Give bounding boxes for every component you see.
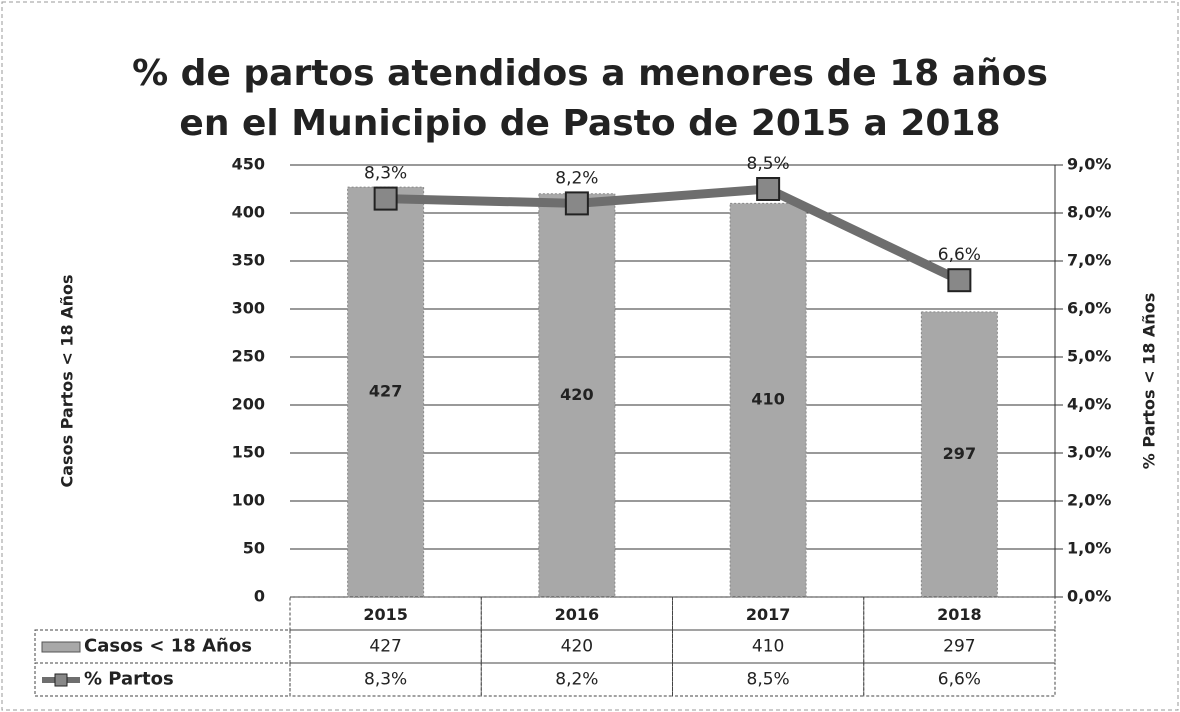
bar bbox=[729, 202, 807, 598]
marker bbox=[756, 177, 781, 201]
y-tick-label: 150 bbox=[232, 443, 265, 462]
bar-label: 420 bbox=[560, 385, 593, 404]
y-tick-label: 250 bbox=[232, 347, 265, 366]
y-tick-label: 400 bbox=[232, 203, 265, 222]
y2-tick-label: 3,0% bbox=[1067, 443, 1111, 462]
y-tick-label: 350 bbox=[232, 251, 265, 270]
line-label: 8,5% bbox=[747, 154, 790, 174]
bar bbox=[538, 193, 616, 598]
bar-label: 410 bbox=[751, 390, 784, 409]
legend-key bbox=[54, 673, 68, 687]
table-value: 8,2% bbox=[555, 670, 598, 690]
table-value: 420 bbox=[561, 637, 593, 657]
table-cell bbox=[863, 596, 1056, 631]
table-value: 427 bbox=[369, 637, 401, 657]
bar-label: 427 bbox=[369, 382, 402, 401]
marker bbox=[564, 191, 589, 216]
x-tick-label: 2015 bbox=[363, 605, 408, 624]
chart-title: en el Municipio de Pasto de 2015 a 2018 bbox=[179, 103, 1000, 144]
line-label: 8,3% bbox=[364, 164, 407, 184]
table-value: 410 bbox=[752, 637, 784, 657]
legend-label: % Partos bbox=[84, 669, 174, 690]
marker bbox=[947, 268, 972, 293]
bar-label: 297 bbox=[943, 444, 976, 463]
table-value: 8,3% bbox=[364, 670, 407, 690]
line-label: 6,6% bbox=[938, 245, 981, 265]
y2-tick-label: 6,0% bbox=[1067, 299, 1111, 318]
y2-axis-title: % Partos < 18 Años bbox=[1140, 293, 1159, 469]
marker bbox=[373, 186, 398, 211]
y-tick-label: 450 bbox=[232, 155, 265, 174]
line-label: 8,2% bbox=[555, 168, 598, 188]
y2-tick-label: 2,0% bbox=[1067, 491, 1111, 510]
y2-tick-label: 5,0% bbox=[1067, 347, 1111, 366]
y-tick-label: 50 bbox=[243, 539, 265, 558]
table-value: 6,6% bbox=[938, 670, 981, 690]
y2-tick-label: 8,0% bbox=[1067, 203, 1111, 222]
table-cell bbox=[863, 662, 1056, 697]
table-value: 8,5% bbox=[747, 670, 790, 690]
y2-tick-label: 4,0% bbox=[1067, 395, 1111, 414]
y2-tick-label: 7,0% bbox=[1067, 251, 1111, 270]
bar bbox=[347, 186, 425, 598]
line bbox=[385, 184, 962, 285]
x-tick-label: 2017 bbox=[746, 605, 791, 624]
y-tick-label: 100 bbox=[232, 491, 265, 510]
legend-key bbox=[41, 641, 81, 653]
table-cell bbox=[863, 629, 1056, 664]
x-tick-label: 2016 bbox=[555, 605, 600, 624]
table-value: 297 bbox=[943, 637, 975, 657]
bar bbox=[920, 311, 998, 598]
y2-tick-label: 1,0% bbox=[1067, 539, 1111, 558]
y2-tick-label: 9,0% bbox=[1067, 155, 1111, 174]
x-tick-label: 2018 bbox=[937, 605, 982, 624]
chart-title: % de partos atendidos a menores de 18 añ… bbox=[132, 53, 1048, 94]
y2-tick-label: 0,0% bbox=[1067, 587, 1111, 606]
y-tick-label: 0 bbox=[254, 587, 265, 606]
y-axis-title: Casos Partos < 18 Años bbox=[58, 275, 77, 488]
legend-label: Casos < 18 Años bbox=[84, 636, 252, 657]
y-tick-label: 200 bbox=[232, 395, 265, 414]
y-tick-label: 300 bbox=[232, 299, 265, 318]
